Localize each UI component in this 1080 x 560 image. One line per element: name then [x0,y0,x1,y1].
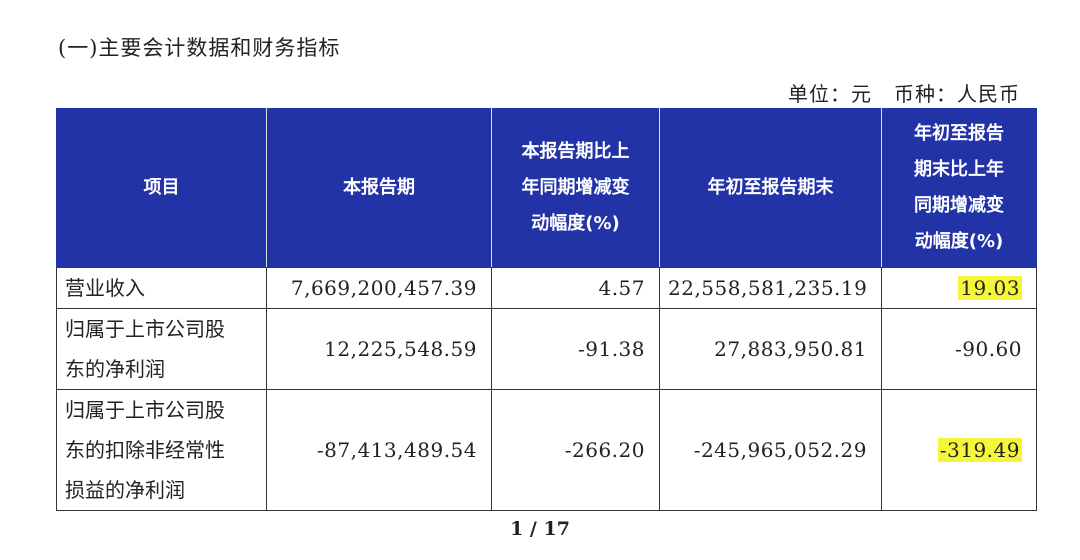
current-change-value: -91.38 [577,337,645,361]
current-value: -87,413,489.54 [316,438,477,462]
current-cell: -87,413,489.54 [266,389,492,511]
column-header: 年初至报告期末比上年同期增减变动幅度(%) [881,108,1037,268]
column-header-line: 本报告期比上 [521,141,630,162]
column-header: 本报告期比上 年同期增减变 动幅度(%) [491,108,660,268]
ytd-change-cell: 19.03 [881,267,1037,309]
unit-label: 单位：元 [788,82,872,106]
table-row: 归属于上市公司股 东的净利润 12,225,548.59 -91.38 27,883,9… [56,308,1037,390]
ytd-change-cell: -90.60 [881,308,1037,390]
column-header-line: 项目 [143,177,180,198]
column-header-line: 年初至报告期末 [707,177,834,198]
current-change-value: 4.57 [598,276,645,300]
ytd-change-cell: -319.49 [881,389,1037,511]
current-value: 7,669,200,457.39 [290,276,477,300]
column-header-line: 同期增减变 [914,195,1004,216]
section-title: (一)主要会计数据和财务指标 [58,36,341,60]
ytd-cell: 22,558,581,235.19 [659,267,882,309]
item-label-line: 归属于上市公司股 [65,317,225,341]
ytd-value: -245,965,052.29 [693,438,867,462]
current-change-cell: -266.20 [491,389,660,511]
item-cell: 营业收入 [56,267,267,309]
ytd-change-value: -319.49 [937,438,1022,462]
column-header-line: 动幅度(%) [914,231,1004,252]
item-label-line: 东的扣除非经常性 [65,438,225,462]
column-header-line: 期末比上年 [914,159,1004,180]
currency-label: 币种：人民币 [894,82,1020,106]
current-change-value: -266.20 [564,438,645,462]
item-cell: 归属于上市公司股 东的净利润 [56,308,267,390]
current-value: 12,225,548.59 [324,337,477,361]
current-cell: 12,225,548.59 [266,308,492,390]
item-label-line: 东的净利润 [65,357,165,381]
item-label-line: 归属于上市公司股 [65,398,225,422]
current-change-cell: -91.38 [491,308,660,390]
page-indicator: 1 / 17 [510,518,570,540]
column-header-line: 年初至报告 [914,123,1004,144]
unit-currency-note: 单位：元 币种：人民币 [766,78,1020,107]
table-row: 营业收入 7,669,200,457.39 4.57 22,558,581,235.1… [56,267,1037,309]
item-label-line: 营业收入 [65,276,145,300]
table-row: 归属于上市公司股 东的扣除非经常性 损益的净利润 -87,413,489.54 -266… [56,389,1037,511]
column-header-line: 年同期增减变 [521,177,630,198]
item-cell: 归属于上市公司股 东的扣除非经常性 损益的净利润 [56,389,267,511]
ytd-value: 22,558,581,235.19 [668,276,868,300]
ytd-change-value: 19.03 [958,276,1022,300]
ytd-cell: -245,965,052.29 [659,389,882,511]
ytd-change-value: -90.60 [954,337,1022,361]
ytd-value: 27,883,950.81 [714,337,867,361]
financial-data-table: 项目 本报告期 本报告期比上 年同期增减变 动幅度(%) 年初至报告期末 年初至报告 期末比上… [56,108,1037,511]
current-change-cell: 4.57 [491,267,660,309]
column-header-line: 动幅度(%) [531,213,620,234]
column-header-line: 本报告期 [343,177,415,198]
current-cell: 7,669,200,457.39 [266,267,492,309]
item-label-line: 损益的净利润 [65,478,185,502]
column-header: 年初至报告期末 [659,108,882,268]
ytd-cell: 27,883,950.81 [659,308,882,390]
column-header: 本报告期 [266,108,492,268]
column-header: 项目 [56,108,267,268]
